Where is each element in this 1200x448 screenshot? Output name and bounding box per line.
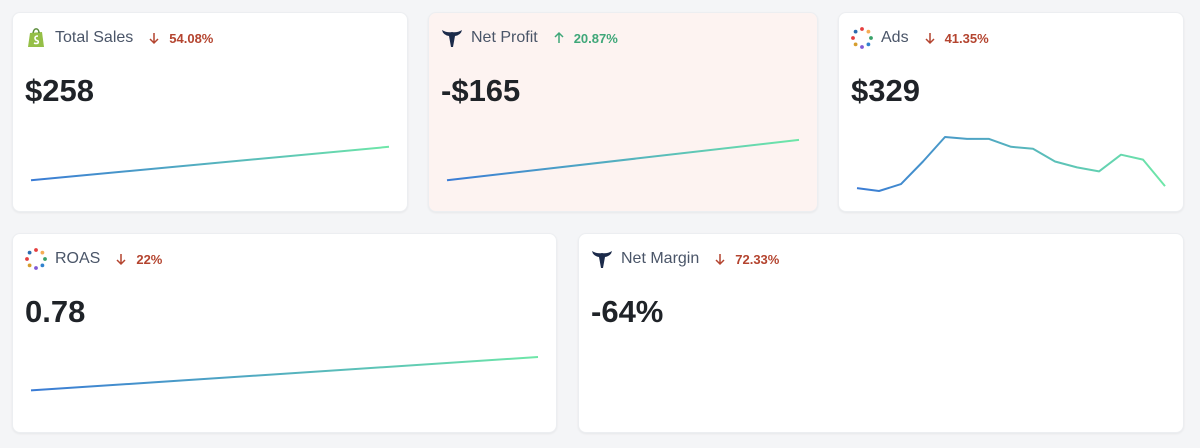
card-title: Net Profit	[471, 29, 538, 46]
change-percent: 54.08%	[169, 30, 214, 46]
change-percent: 72.33%	[735, 251, 780, 267]
trend-arrow	[116, 254, 126, 266]
card-title: Ads	[881, 29, 909, 46]
kpi-value: $329	[851, 73, 920, 108]
kpi-card: Net Margin 72.33% -64%	[578, 233, 1184, 433]
kpi-value: -64%	[591, 294, 664, 329]
sparkline-path	[856, 136, 1166, 192]
change-percent: 41.35%	[944, 30, 989, 46]
trend-arrow	[715, 254, 725, 266]
kpi-value: $258	[25, 73, 94, 108]
change-percent: 20.87%	[573, 30, 618, 46]
kpi-card: ROAS 22% 0.78	[12, 233, 557, 433]
sparkline-path	[30, 145, 390, 182]
card-header: Net Profit 20.87%	[441, 27, 618, 49]
card-header: Net Margin 72.33%	[591, 248, 779, 270]
kpi-value: 0.78	[25, 294, 86, 329]
card-title: Total Sales	[55, 29, 134, 46]
source-icon	[442, 30, 462, 47]
kpi-card: Total Sales 54.08% $258	[12, 12, 408, 212]
kpi-card: Ads 41.35% $329	[838, 12, 1184, 212]
card-header: ROAS 22%	[25, 248, 162, 270]
card-header: Total Sales 54.08%	[25, 27, 213, 49]
card-title: ROAS	[55, 250, 101, 267]
source-icon	[851, 27, 873, 49]
sparkline	[446, 138, 800, 182]
sparkline-path	[446, 138, 800, 182]
sparkline-path	[30, 356, 539, 392]
trend-arrow	[149, 33, 159, 45]
card-title: Net Margin	[621, 250, 700, 267]
sparkline	[30, 356, 539, 392]
source-icon	[25, 248, 47, 270]
sparkline	[856, 136, 1166, 192]
card-header: Ads 41.35%	[851, 27, 989, 49]
source-icon	[28, 28, 44, 47]
kpi-value: -$165	[441, 73, 521, 108]
trend-arrow	[925, 33, 935, 45]
sparkline	[30, 145, 390, 182]
source-icon	[592, 251, 612, 268]
kpi-card: Net Profit 20.87% -$165	[428, 12, 818, 212]
trend-arrow	[554, 31, 564, 43]
change-percent: 22%	[136, 251, 163, 267]
